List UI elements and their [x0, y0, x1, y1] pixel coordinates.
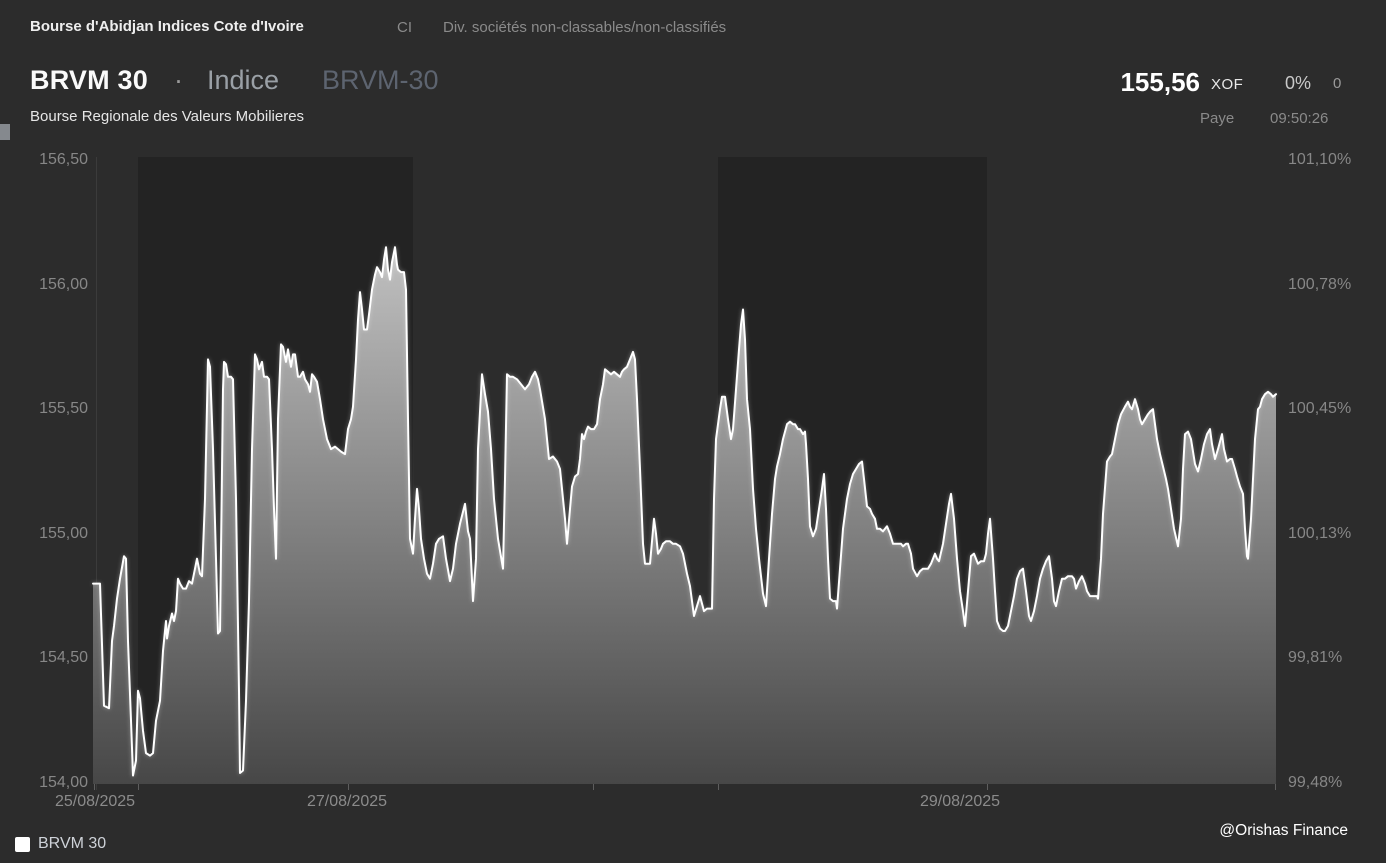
series-area-fill: [93, 247, 1276, 784]
y-axis-label-right: 100,78%: [1288, 275, 1352, 293]
y-axis-label-right: 100,45%: [1288, 400, 1352, 418]
series-line: [92, 246, 1277, 777]
quote-status: Paye: [1200, 110, 1235, 127]
y-axis-label-left: 155,00: [39, 524, 88, 542]
country-code: CI: [397, 19, 412, 36]
sector-label: Div. sociétés non-classables/non-classif…: [443, 19, 727, 36]
x-axis-date-label: 29/08/2025: [919, 793, 1001, 810]
y-axis-label-left: 155,50: [39, 400, 88, 418]
legend-swatch: [15, 836, 30, 852]
change-percent: 0%: [1285, 73, 1312, 93]
x-axis-date-label: 25/08/2025: [54, 793, 136, 810]
corner-artifact: [0, 124, 10, 140]
y-axis-label-left: 156,50: [39, 151, 88, 168]
last-price: 155,56: [1120, 67, 1200, 97]
watermark: @Orishas Finance: [1219, 822, 1348, 839]
index-name: BRVM 30: [30, 65, 148, 95]
quote-time: 09:50:26: [1270, 110, 1329, 127]
y-axis-label-right: 99,48%: [1288, 774, 1343, 791]
y-axis-label-right: 100,13%: [1288, 524, 1352, 542]
instrument-type-label: Indice: [207, 65, 280, 95]
change-absolute: 0: [1333, 75, 1342, 92]
legend-item-brvm30[interactable]: BRVM 30: [15, 835, 106, 853]
exchange-name: Bourse d'Abidjan Indices Cote d'Ivoire: [30, 18, 304, 35]
y-axis-label-right: 99,81%: [1288, 649, 1343, 667]
y-axis-label-left: 154,50: [39, 649, 88, 667]
x-axis-date-label: 27/08/2025: [306, 793, 388, 810]
y-axis-label-right: 101,10%: [1288, 151, 1352, 168]
y-axis-label-left: 154,00: [39, 774, 88, 791]
index-code: BRVM-30: [322, 65, 439, 95]
x-axis-ticks: [94, 784, 1276, 790]
y-axis-label-left: 156,00: [39, 275, 88, 293]
currency-label: XOF: [1211, 76, 1244, 93]
title-separator: ·: [174, 65, 183, 95]
index-subtitle: Bourse Regionale des Valeurs Mobilieres: [30, 108, 305, 125]
legend-label: BRVM 30: [38, 835, 107, 852]
